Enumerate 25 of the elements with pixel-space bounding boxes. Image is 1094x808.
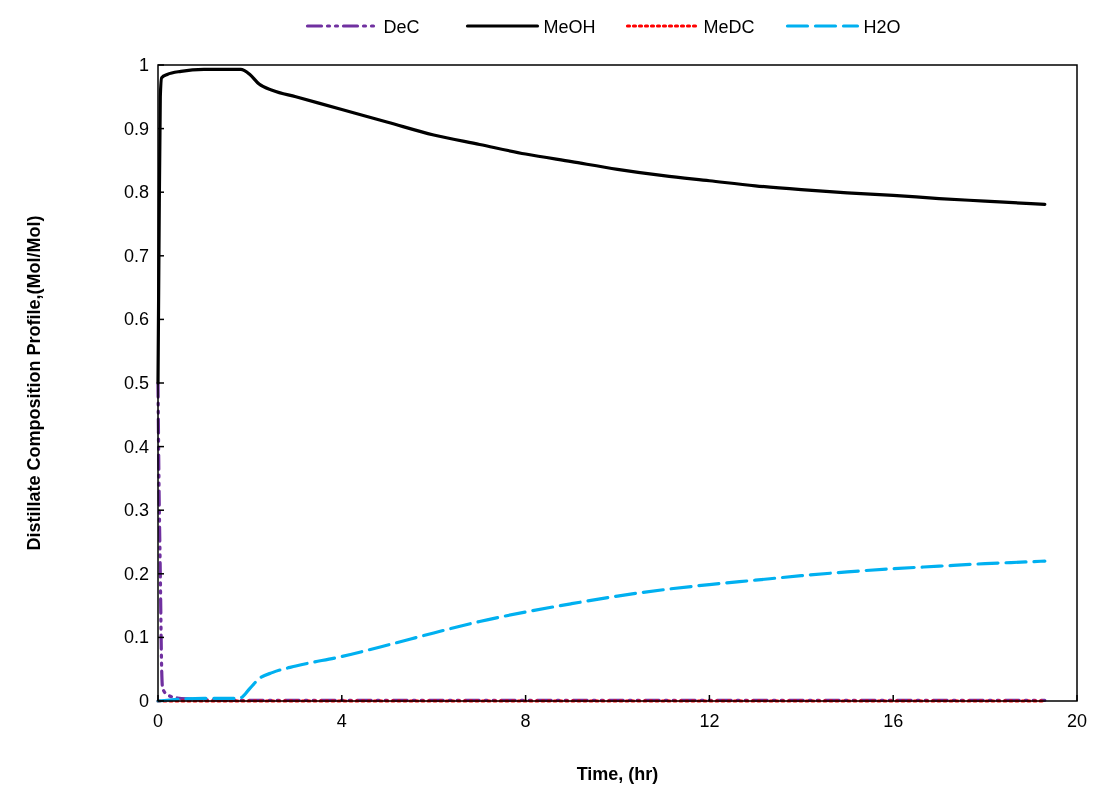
y-axis-title: Distillate Composition Profile,(Mol/Mol) — [24, 215, 44, 551]
line-series — [156, 559, 1047, 703]
y-tick-label: 0.5 — [123, 373, 149, 393]
x-tick-label: 8 — [520, 711, 531, 731]
x-tick-label: 20 — [1066, 711, 1088, 731]
y-tick-label: 0.4 — [123, 436, 149, 457]
line-series — [156, 381, 1047, 702]
y-tick-label: 0.3 — [123, 500, 149, 521]
legend-label: H2O — [863, 17, 901, 37]
legend-label: MeDC — [703, 17, 755, 37]
x-tick-label: 0 — [152, 711, 164, 731]
legend-label: MeOH — [543, 17, 596, 37]
legend-label: DeC — [383, 17, 420, 37]
y-tick-label: 0.9 — [123, 118, 149, 139]
y-tick-label: 0.8 — [123, 182, 149, 203]
x-tick-label: 12 — [699, 711, 720, 731]
y-tick-label: 1 — [138, 55, 149, 75]
x-tick-label: 4 — [336, 711, 347, 731]
y-tick-label: 0.2 — [123, 563, 149, 584]
y-tick-label: 0.7 — [123, 245, 149, 266]
x-tick-label: 16 — [883, 711, 904, 731]
y-tick-label: 0.6 — [123, 309, 149, 330]
x-axis-title: Time, (hr) — [576, 764, 659, 784]
y-tick-label: 0 — [138, 691, 149, 711]
y-tick-label: 0.1 — [123, 627, 149, 648]
